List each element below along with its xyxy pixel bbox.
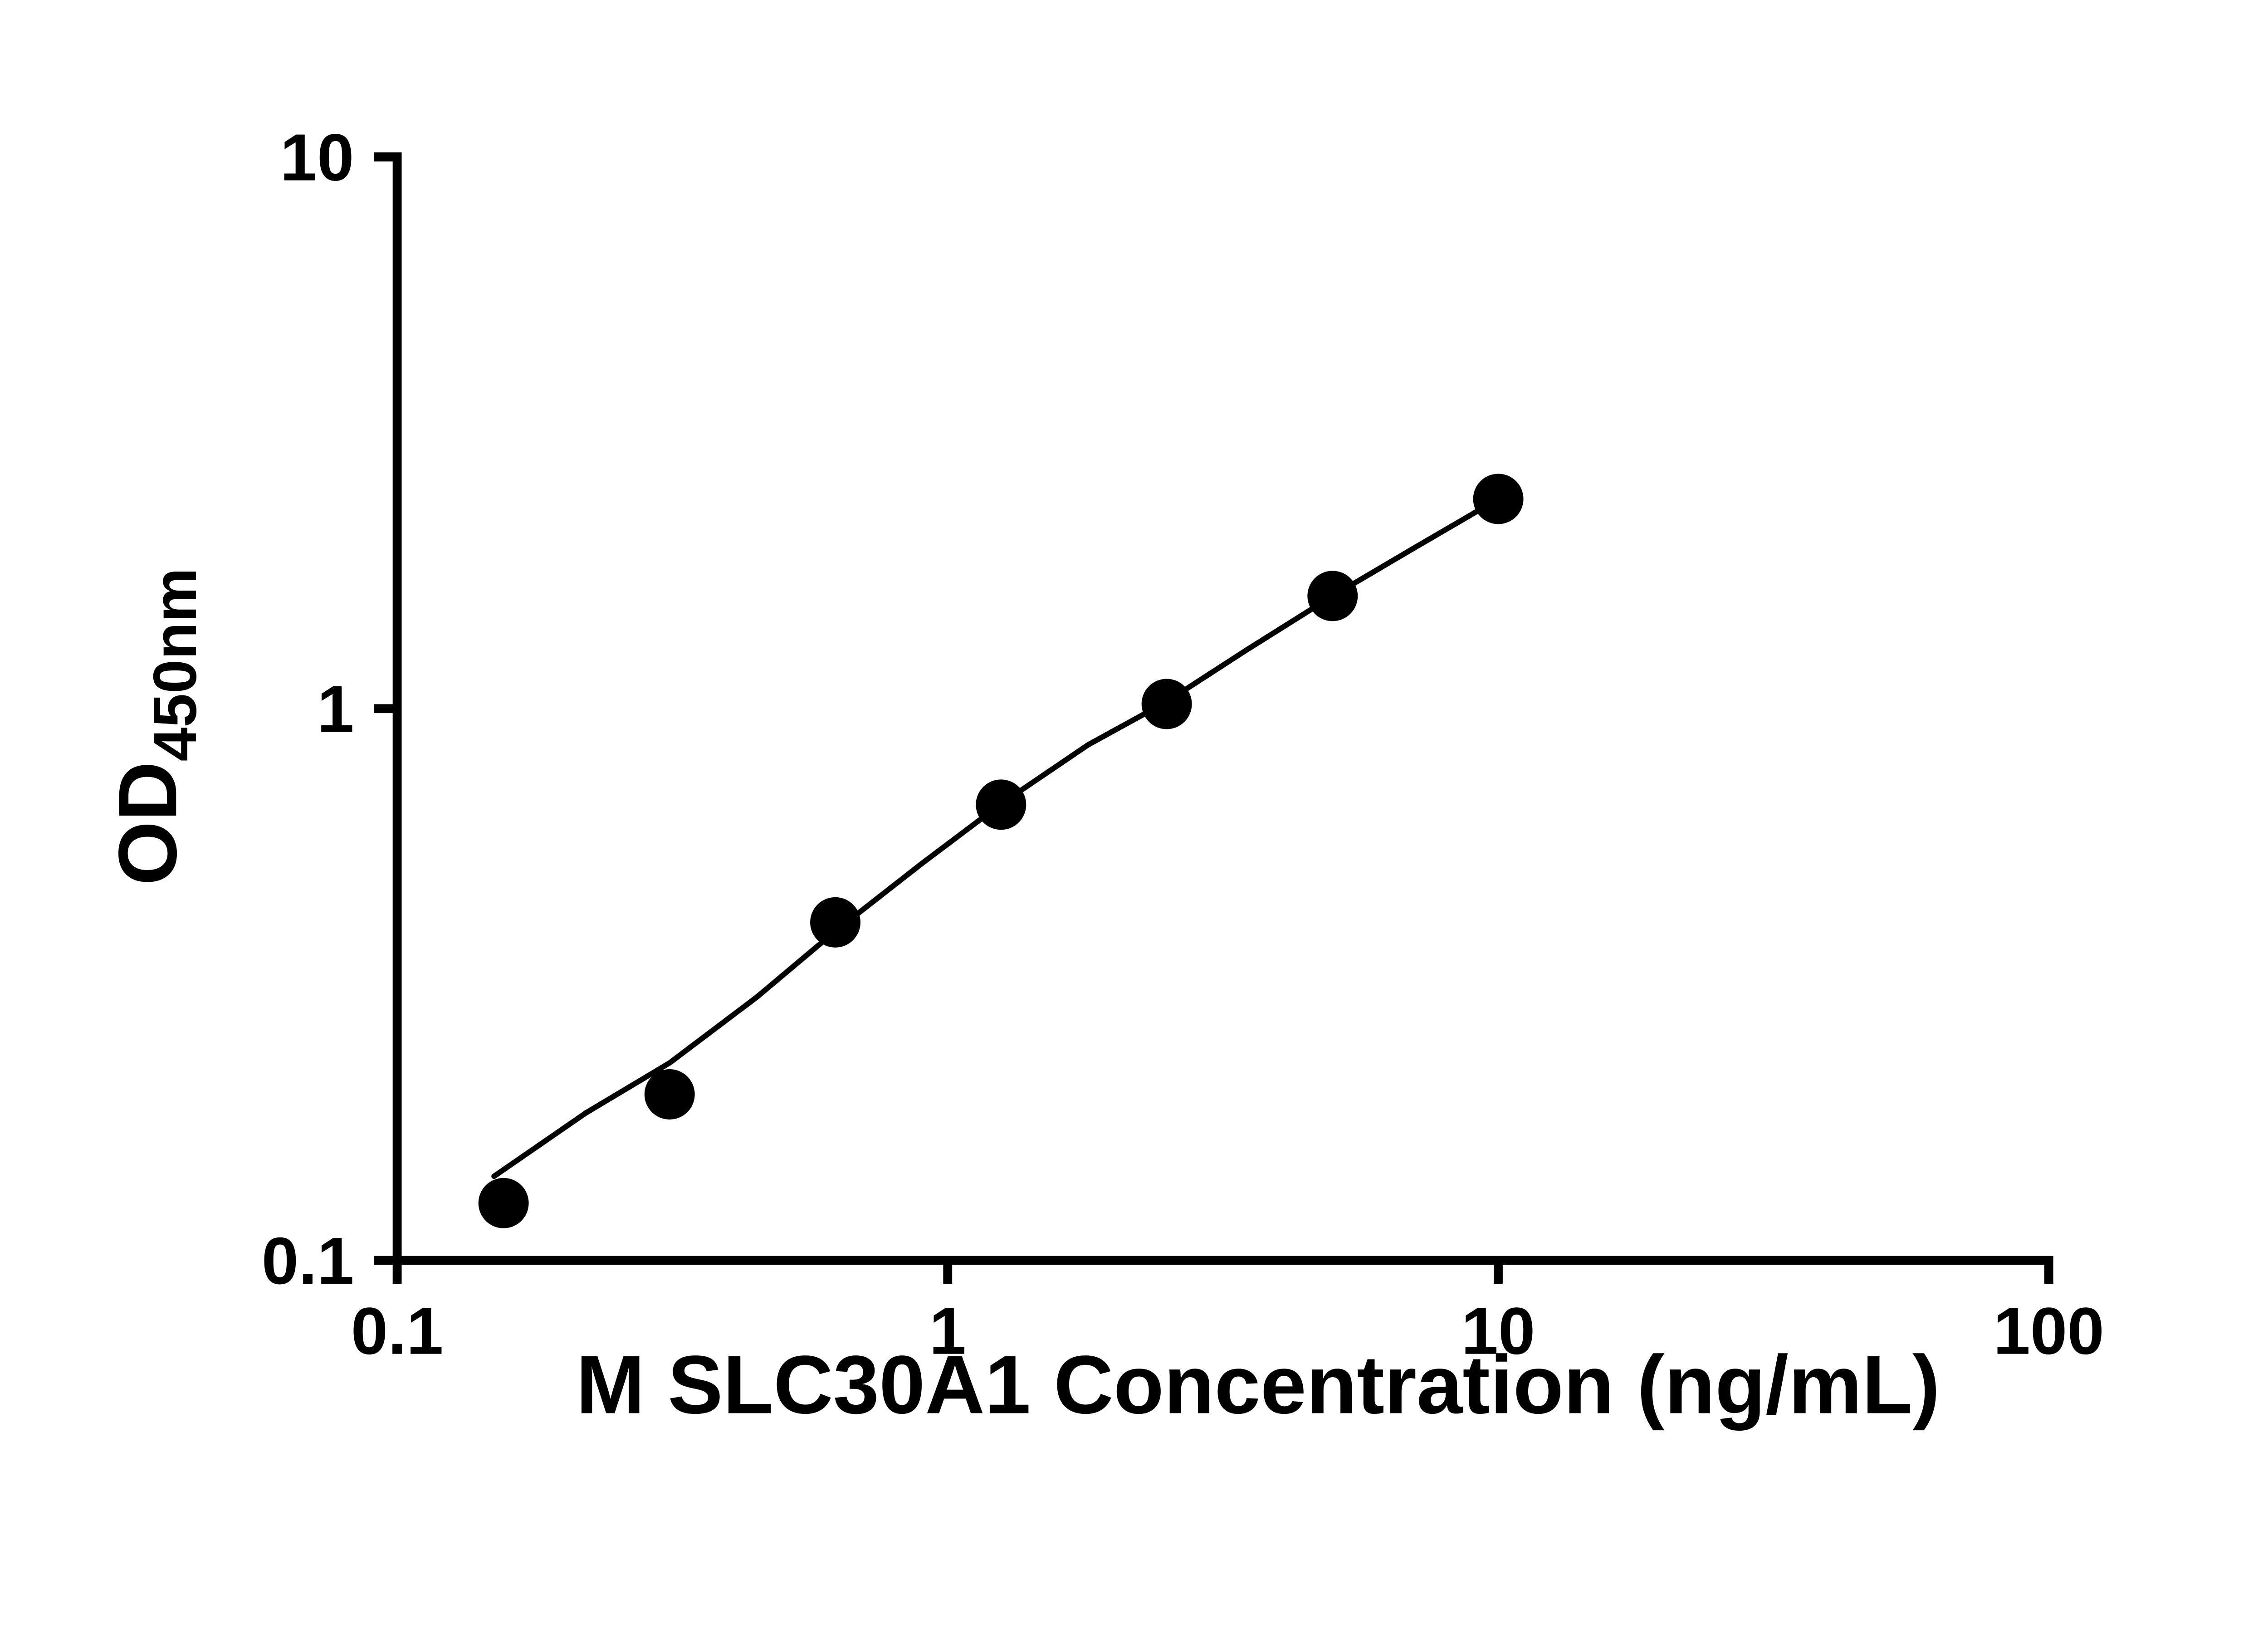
data-point	[478, 1178, 529, 1228]
x-axis-title: M SLC30A1 Concentration (ng/mL)	[576, 1338, 1940, 1431]
axis-layer: 0.1 1 10 100 0.1 1 10	[262, 120, 2104, 1368]
series-layer	[478, 474, 1524, 1228]
y-tick-label: 1	[317, 672, 354, 747]
y-axis-title-subscript: 450nm	[141, 568, 209, 762]
data-point	[644, 1069, 695, 1120]
x-tick-label: 0.1	[351, 1294, 444, 1369]
y-tick-label: 0.1	[262, 1224, 354, 1298]
x-tick-label: 100	[1993, 1294, 2104, 1369]
x-tick-label: 10	[1461, 1294, 1535, 1369]
x-tick-label: 1	[929, 1294, 967, 1369]
data-point	[1141, 679, 1192, 729]
data-point	[1307, 571, 1358, 621]
data-point	[976, 779, 1026, 830]
data-point	[1473, 474, 1524, 524]
y-axis-title: OD450nm	[101, 568, 209, 885]
y-axis-title-main: OD	[101, 762, 194, 885]
y-tick-label: 10	[280, 120, 354, 195]
data-point	[810, 897, 860, 948]
